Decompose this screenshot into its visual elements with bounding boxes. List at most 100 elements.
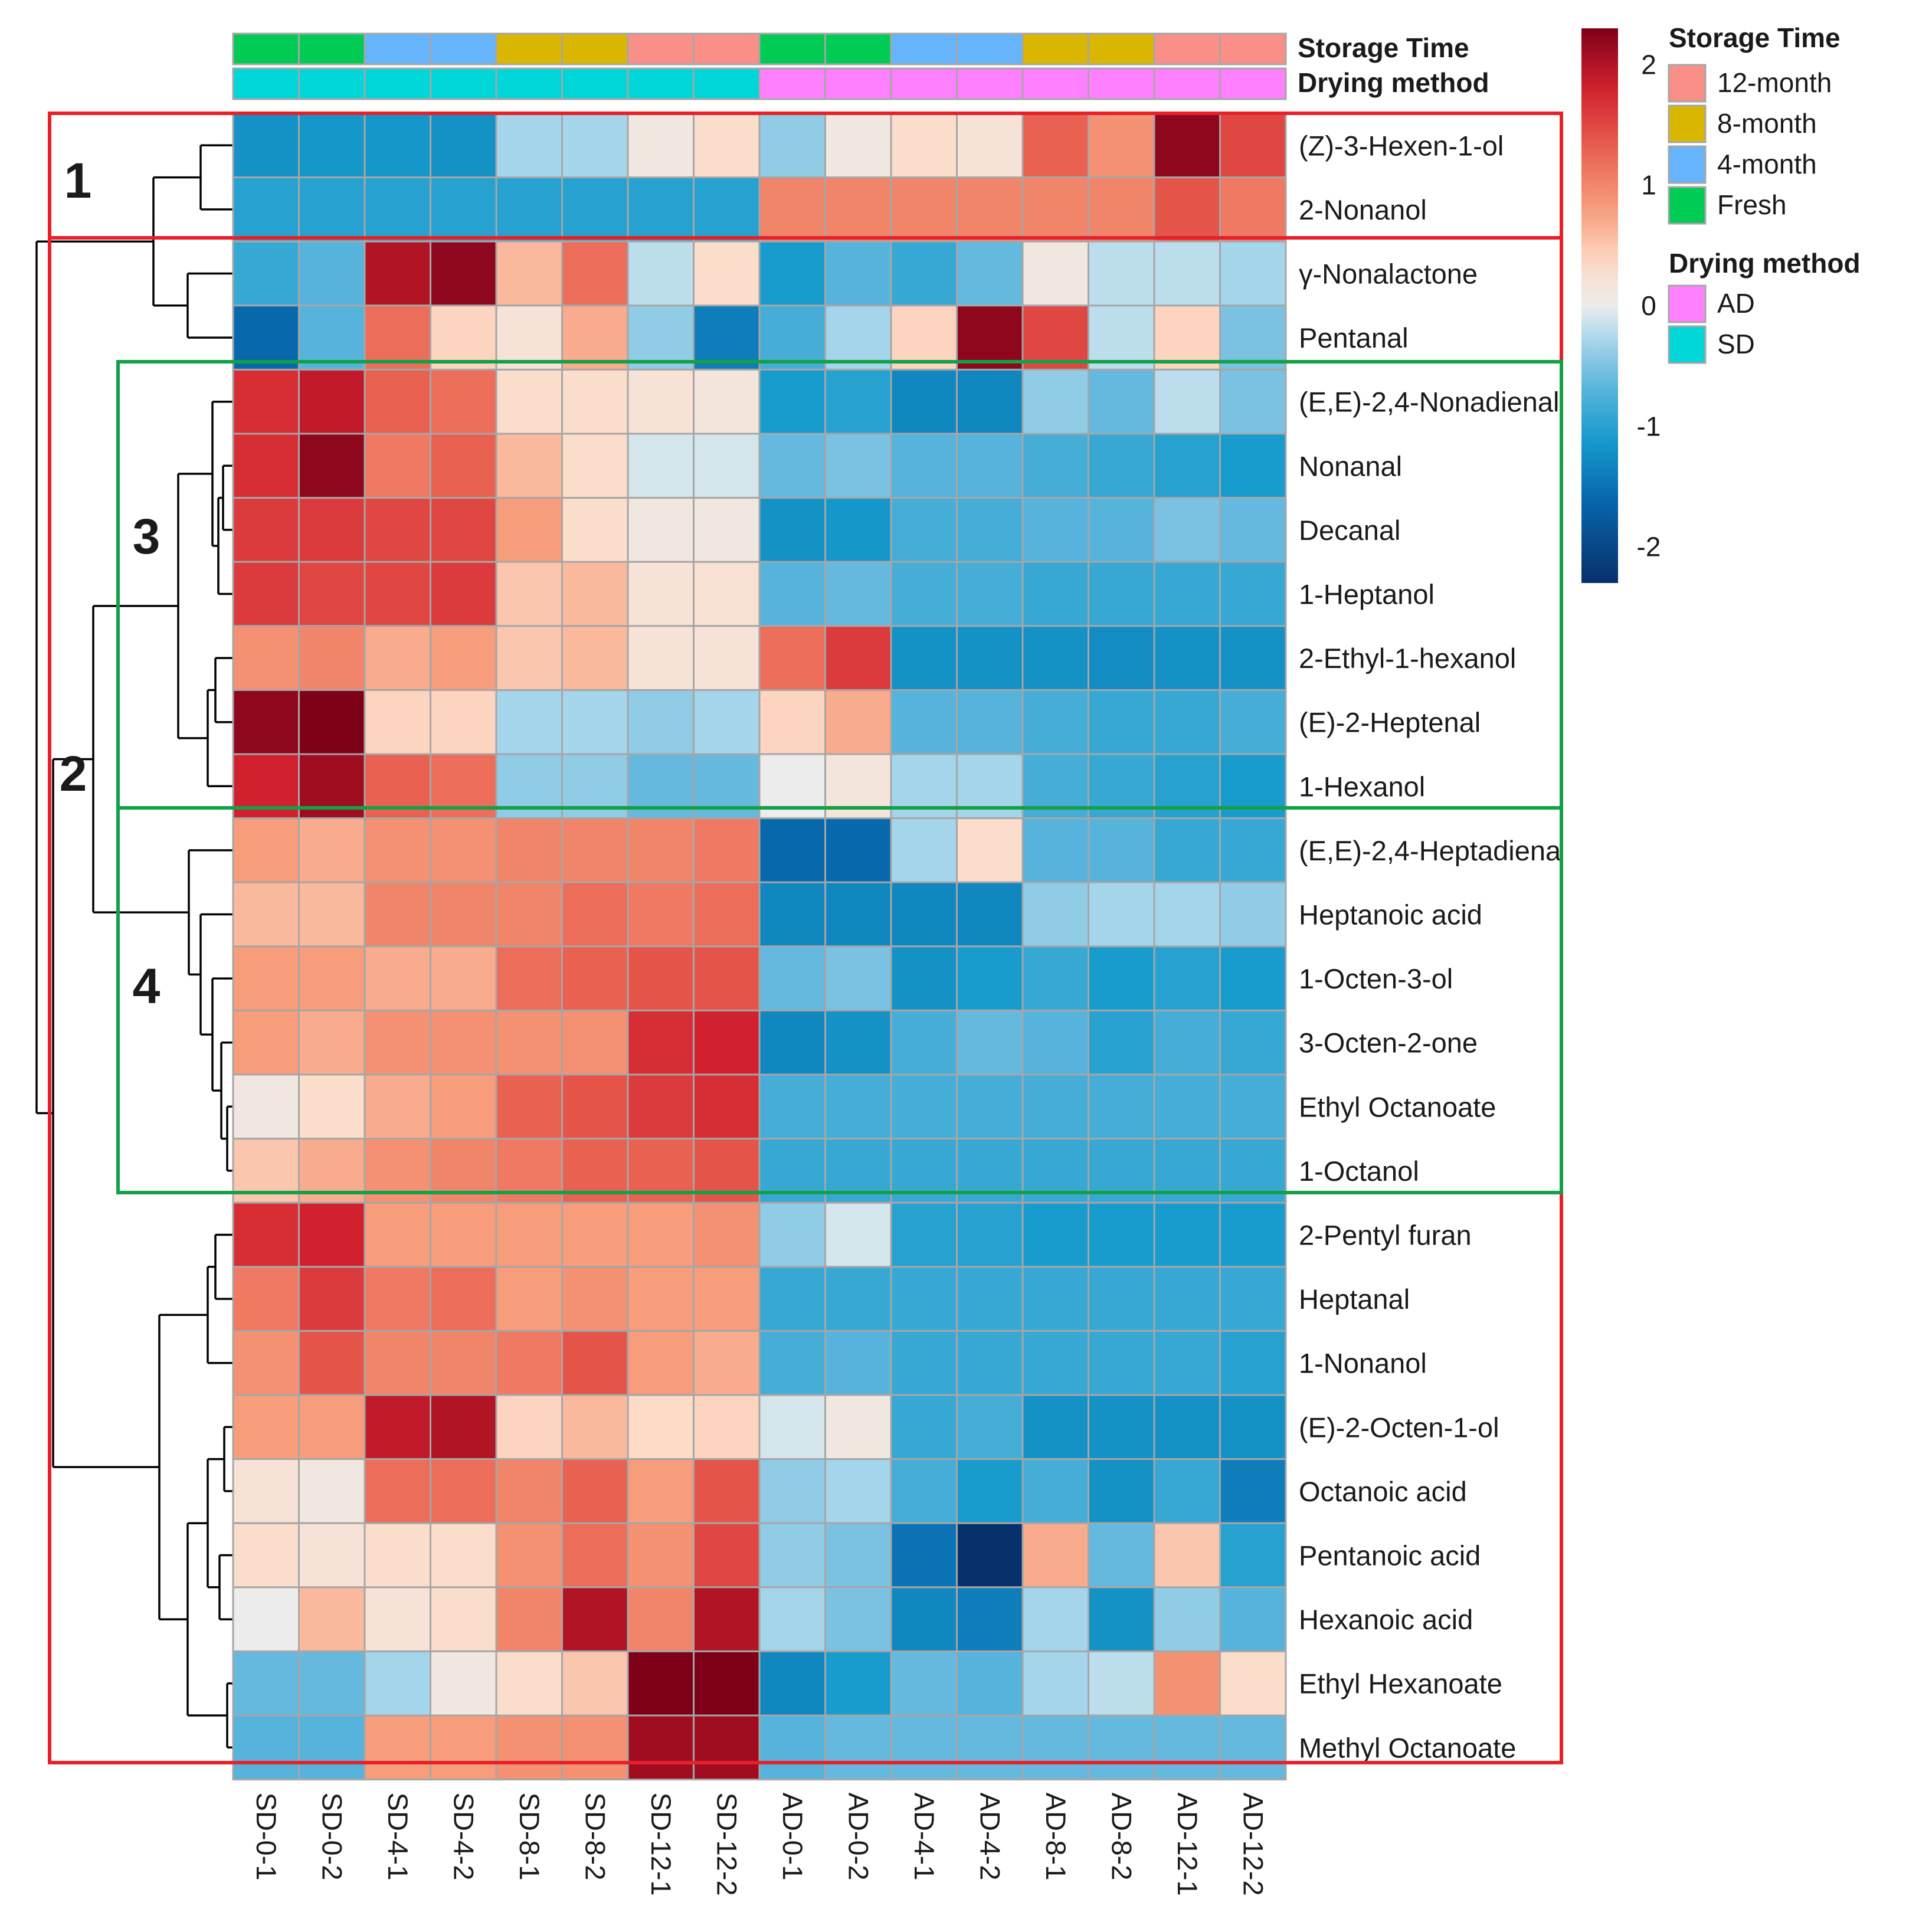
heatmap-cell-e-2-octen-1-ol-sd-4-2 (430, 1394, 497, 1461)
colorbar-tick-label: -1 (1637, 411, 1661, 441)
heatmap-cell-pentanoic-acid-ad-8-2 (1088, 1522, 1155, 1589)
row-label-heptanoic-acid: Heptanoic acid (1299, 899, 1482, 931)
legend-title-drying-method: Drying method (1669, 248, 1861, 279)
heatmap-cell-ethyl-octanoate-ad-8-1 (1021, 1073, 1089, 1140)
heatmap-cell-pentanoic-acid-sd-4-1 (363, 1522, 431, 1589)
heatmap-cell-2-pentyl-furan-sd-8-2 (561, 1201, 629, 1268)
heatmap-cell-heptanoic-acid-sd-8-1 (495, 881, 563, 948)
heatmap-cell-2-pentyl-furan-ad-12-1 (1153, 1201, 1221, 1268)
heatmap-cell-1-octen-3-ol-sd-12-2 (693, 945, 761, 1011)
heatmap-cell-1-octen-3-ol-sd-4-2 (430, 945, 497, 1011)
heatmap-cell-2-nonanol-sd-0-2 (298, 176, 366, 243)
heatmap-cell-heptanal-ad-8-2 (1088, 1266, 1155, 1332)
heatmap-cell-3-octen-2-one-sd-4-1 (363, 1009, 431, 1076)
heatmap-cell-2-ethyl-1-hexanol-ad-12-2 (1219, 625, 1287, 691)
heatmap-cell-e-e-2-4-nonadienal-ad-0-2 (824, 368, 892, 435)
colorbar-tick-label: 2 (1641, 49, 1656, 80)
heatmap-cell-e-e-2-4-heptadiena-ad-4-2 (956, 817, 1024, 883)
heatmap-cell-2-nonanol-ad-4-1 (890, 176, 958, 243)
heatmap-cell-1-heptanol-ad-12-1 (1153, 561, 1221, 627)
heatmap-cell-ethyl-hexanoate-sd-4-2 (430, 1650, 497, 1717)
heatmap-cell-nonanal-ad-4-2 (956, 433, 1024, 499)
annotation-cell-drying-method-sd-8-1 (495, 67, 563, 100)
heatmap-cell-decanal-sd-4-2 (430, 497, 497, 563)
heatmap-cell-decanal-sd-12-1 (627, 497, 695, 563)
heatmap-cell-ethyl-hexanoate-ad-8-2 (1088, 1650, 1155, 1717)
heatmap-cell-z-3-hexen-1-ol-sd-0-1 (232, 112, 300, 179)
heatmap-cell-2-nonanol-ad-12-1 (1153, 176, 1221, 243)
heatmap-cell-2-nonanol-ad-12-2 (1219, 176, 1287, 243)
heatmap-cell-1-heptanol-ad-8-1 (1021, 561, 1089, 627)
heatmap-cell-heptanoic-acid-sd-4-2 (430, 881, 497, 948)
heatmap-cell-octanoic-acid-sd-12-1 (627, 1458, 695, 1524)
heatmap-cell-heptanal-ad-8-1 (1021, 1266, 1089, 1332)
heatmap-cell-e-e-2-4-nonadienal-sd-8-1 (495, 368, 563, 435)
heatmap-cell-e-e-2-4-heptadiena-ad-8-1 (1021, 817, 1089, 883)
heatmap-cell-ethyl-octanoate-ad-12-2 (1219, 1073, 1287, 1140)
heatmap-cell-3-octen-2-one-sd-0-1 (232, 1009, 300, 1076)
dendrogram-branch (92, 605, 189, 913)
heatmap-cell-ethyl-octanoate-sd-8-1 (495, 1073, 563, 1140)
dendrogram-branch (222, 464, 233, 531)
heatmap-cell-e-2-heptenal-sd-12-1 (627, 689, 695, 755)
heatmap-cell-e-2-heptenal-ad-0-1 (758, 689, 826, 755)
heatmap-cell-octanoic-acid-ad-0-2 (824, 1458, 892, 1524)
column-label-sd-4-1: SD-4-1 (382, 1793, 414, 1881)
heatmap-cell-nonalactone-ad-4-1 (890, 240, 958, 307)
heatmap-cell-octanoic-acid-ad-0-1 (758, 1458, 826, 1524)
legend-title-storage-time: Storage Time (1669, 22, 1840, 53)
heatmap-cell-2-nonanol-ad-8-2 (1088, 176, 1155, 243)
heatmap-cell-pentanal-sd-4-2 (430, 304, 497, 371)
column-label-sd-0-1: SD-0-1 (251, 1793, 282, 1881)
heatmap-cell-nonalactone-ad-12-2 (1219, 240, 1287, 307)
heatmap-cell-heptanal-sd-4-2 (430, 1266, 497, 1332)
heatmap-cell-nonalactone-sd-0-2 (298, 240, 366, 307)
annotation-cell-drying-method-ad-8-1 (1021, 67, 1089, 100)
heatmap-cell-heptanoic-acid-sd-4-1 (363, 881, 431, 948)
dendrogram-branch (211, 977, 233, 1092)
heatmap-cell-hexanoic-acid-ad-8-1 (1021, 1586, 1089, 1652)
heatmap-cell-e-2-octen-1-ol-sd-4-1 (363, 1394, 431, 1461)
heatmap-cell-pentanal-sd-8-2 (561, 304, 629, 371)
heatmap-cell-pentanal-sd-4-1 (363, 304, 431, 371)
heatmap-cell-e-e-2-4-heptadiena-ad-4-1 (890, 817, 958, 883)
heatmap-cell-1-nonanol-sd-8-2 (561, 1330, 629, 1396)
heatmap-cell-e-2-octen-1-ol-ad-0-1 (758, 1394, 826, 1461)
legend-label-4-month: 4-month (1717, 149, 1817, 179)
heatmap-cell-3-octen-2-one-ad-0-1 (758, 1009, 826, 1076)
heatmap-cell-decanal-sd-12-2 (693, 497, 761, 563)
heatmap-cell-heptanoic-acid-ad-8-1 (1021, 881, 1089, 948)
heatmap-cell-1-octen-3-ol-sd-8-1 (495, 945, 563, 1011)
column-label-ad-0-1: AD-0-1 (777, 1793, 808, 1881)
colorbar-tick-label: 0 (1641, 290, 1656, 321)
cluster-box-4 (116, 806, 1563, 1194)
column-label-ad-0-2: AD-0-2 (843, 1793, 874, 1881)
heatmap-cell-z-3-hexen-1-ol-sd-8-2 (561, 112, 629, 179)
heatmap-cell-3-octen-2-one-ad-8-2 (1088, 1009, 1155, 1076)
heatmap-cell-methyl-octanoate-ad-4-1 (890, 1714, 958, 1781)
heatmap-cell-decanal-ad-4-1 (890, 497, 958, 563)
heatmap-cell-1-nonanol-ad-12-1 (1153, 1330, 1221, 1396)
dendrogram-branch (52, 758, 159, 1468)
heatmap-cell-1-nonanol-sd-8-1 (495, 1330, 563, 1396)
heatmap-cell-hexanoic-acid-ad-12-1 (1153, 1586, 1221, 1652)
heatmap-cell-e-2-heptenal-sd-8-1 (495, 689, 563, 755)
annotation-cell-storage-time-sd-0-1 (232, 32, 300, 66)
heatmap-cell-e-2-octen-1-ol-sd-8-2 (561, 1394, 629, 1461)
heatmap-cell-1-octen-3-ol-ad-12-1 (1153, 945, 1221, 1011)
annotation-label-drying-method: Drying method (1298, 67, 1489, 98)
column-label-ad-8-1: AD-8-1 (1040, 1793, 1072, 1881)
dendrogram-branch (218, 1554, 233, 1620)
heatmap-cell-e-e-2-4-heptadiena-sd-0-2 (298, 817, 366, 883)
heatmap-cell-pentanal-sd-12-1 (627, 304, 695, 371)
heatmap-cell-heptanal-sd-0-1 (232, 1266, 300, 1332)
heatmap-cell-decanal-sd-8-1 (495, 497, 563, 563)
heatmap-cell-2-ethyl-1-hexanol-sd-8-2 (561, 625, 629, 691)
heatmap-cell-2-pentyl-furan-sd-12-2 (693, 1201, 761, 1268)
legend-swatch-4-month (1668, 145, 1707, 184)
legend-swatch-fresh (1668, 186, 1707, 225)
heatmap-cell-heptanoic-acid-sd-0-1 (232, 881, 300, 948)
heatmap-cell-ethyl-hexanoate-ad-0-2 (824, 1650, 892, 1717)
heatmap-cell-2-ethyl-1-hexanol-ad-0-1 (758, 625, 826, 691)
heatmap-cell-hexanoic-acid-sd-12-1 (627, 1586, 695, 1652)
